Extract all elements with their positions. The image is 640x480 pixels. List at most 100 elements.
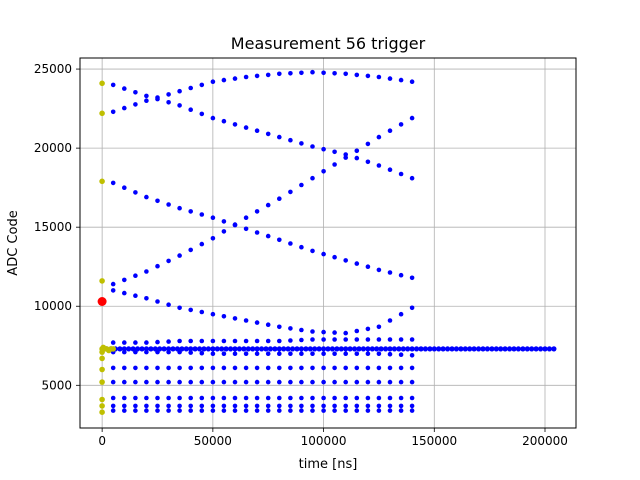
data-point bbox=[387, 346, 393, 352]
data-point bbox=[400, 346, 406, 352]
data-point bbox=[110, 82, 116, 88]
y-tick-label: 5000 bbox=[41, 378, 72, 392]
data-point bbox=[265, 233, 271, 239]
data-point bbox=[332, 330, 337, 335]
x-tick-label: 0 bbox=[98, 434, 106, 448]
data-point bbox=[387, 128, 393, 133]
data-point bbox=[409, 175, 415, 181]
data-point bbox=[299, 403, 304, 409]
data-point bbox=[288, 379, 293, 385]
data-point bbox=[223, 346, 229, 352]
data-point bbox=[177, 205, 182, 211]
data-point bbox=[188, 346, 194, 352]
data-point bbox=[210, 79, 216, 84]
data-point bbox=[221, 403, 227, 409]
data-point bbox=[110, 395, 116, 401]
data-point bbox=[489, 346, 495, 352]
data-point bbox=[310, 144, 315, 149]
data-point bbox=[199, 350, 205, 356]
data-point bbox=[288, 403, 293, 409]
data-point bbox=[188, 379, 193, 385]
data-point bbox=[409, 79, 415, 84]
data-point bbox=[232, 338, 238, 344]
data-point bbox=[376, 267, 382, 273]
data-point bbox=[277, 408, 282, 413]
data-point bbox=[177, 365, 182, 371]
data-point bbox=[177, 253, 182, 258]
data-point bbox=[166, 100, 171, 105]
data-point bbox=[221, 379, 227, 385]
data-point bbox=[210, 311, 216, 317]
data-point bbox=[232, 222, 238, 227]
data-point bbox=[369, 346, 375, 352]
data-point bbox=[409, 379, 415, 385]
data-point bbox=[398, 272, 404, 278]
data-point bbox=[99, 366, 105, 373]
data-point bbox=[133, 293, 138, 299]
plot-area bbox=[97, 69, 557, 416]
data-point bbox=[332, 365, 337, 371]
data-point bbox=[329, 346, 335, 352]
data-point bbox=[365, 159, 371, 165]
data-point bbox=[110, 340, 116, 345]
data-point bbox=[188, 338, 193, 344]
data-point bbox=[321, 365, 326, 371]
data-point bbox=[288, 326, 293, 331]
data-point bbox=[99, 110, 105, 117]
data-point bbox=[110, 109, 116, 115]
data-point bbox=[431, 346, 437, 352]
data-point bbox=[110, 281, 116, 287]
x-tick-label: 200000 bbox=[522, 434, 568, 448]
data-point bbox=[299, 327, 304, 333]
data-point bbox=[325, 346, 331, 352]
data-point bbox=[354, 328, 360, 334]
x-tick-label: 100000 bbox=[301, 434, 347, 448]
data-point bbox=[144, 408, 149, 413]
data-point bbox=[524, 346, 530, 352]
data-point bbox=[365, 337, 371, 342]
data-point bbox=[122, 403, 127, 409]
data-point bbox=[398, 352, 404, 358]
data-point bbox=[144, 403, 149, 409]
data-point bbox=[133, 273, 138, 279]
y-axis-label: ADC Code bbox=[6, 210, 21, 275]
data-point bbox=[177, 338, 182, 344]
data-point bbox=[303, 346, 309, 352]
data-point bbox=[427, 346, 433, 352]
data-point bbox=[378, 346, 384, 352]
data-point bbox=[174, 346, 180, 352]
data-point bbox=[254, 320, 260, 325]
data-point bbox=[254, 209, 260, 214]
data-point bbox=[110, 288, 116, 293]
data-point bbox=[422, 346, 428, 352]
data-point bbox=[445, 346, 451, 352]
data-point bbox=[188, 395, 193, 401]
data-point bbox=[232, 76, 238, 81]
data-point bbox=[155, 263, 160, 269]
data-point bbox=[365, 403, 371, 409]
data-point bbox=[144, 379, 149, 385]
data-point bbox=[299, 365, 304, 371]
data-point bbox=[254, 230, 260, 235]
data-point bbox=[188, 350, 193, 355]
data-point bbox=[387, 270, 393, 275]
data-point bbox=[166, 346, 172, 352]
data-point bbox=[398, 337, 404, 342]
data-point bbox=[354, 261, 360, 266]
data-point bbox=[354, 395, 360, 401]
data-point bbox=[265, 202, 271, 208]
data-point bbox=[177, 88, 182, 94]
data-point bbox=[199, 338, 205, 344]
data-point bbox=[243, 379, 249, 385]
data-point bbox=[387, 337, 393, 342]
data-point bbox=[354, 148, 360, 154]
data-point bbox=[310, 365, 315, 371]
data-point bbox=[409, 275, 415, 281]
data-point bbox=[183, 346, 189, 352]
axes-frame bbox=[79, 57, 577, 429]
data-point bbox=[99, 178, 105, 185]
data-point bbox=[436, 346, 442, 352]
data-point bbox=[332, 149, 337, 155]
data-point bbox=[533, 346, 539, 352]
y-tick-label: 15000 bbox=[34, 220, 72, 234]
